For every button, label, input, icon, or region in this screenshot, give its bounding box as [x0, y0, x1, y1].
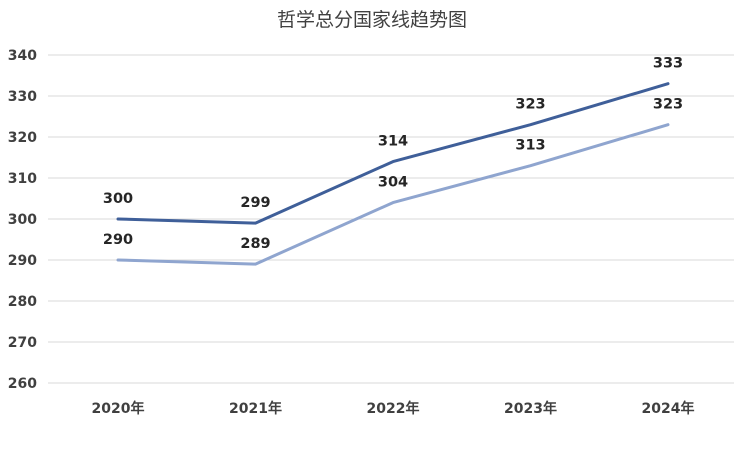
data-label-series-2: 313	[515, 138, 545, 154]
data-labels: 300 299 314 323 333 290 289 304 313 323	[103, 56, 683, 252]
data-label-series-1: 300	[103, 191, 133, 207]
series-line-2	[116, 123, 670, 266]
data-label-series-1: 314	[378, 134, 408, 150]
y-tick-label: 290	[8, 253, 37, 269]
x-tick-label: 2023年	[504, 400, 557, 417]
series-line-1	[116, 82, 670, 225]
y-tick-label: 340	[8, 48, 37, 64]
x-tick-label: 2022年	[367, 400, 420, 417]
y-tick-label: 310	[8, 171, 37, 187]
data-label-series-2: 289	[240, 236, 270, 252]
series-lines	[116, 82, 670, 266]
y-axis: 260 270 280 290 300 310 320 330 340	[8, 48, 37, 392]
y-tick-label: 280	[8, 294, 37, 310]
x-axis: 2020年 2021年 2022年 2023年 2024年	[92, 400, 695, 417]
y-tick-label: 300	[8, 212, 37, 228]
x-tick-label: 2021年	[229, 400, 282, 417]
y-tick-label: 330	[8, 89, 37, 105]
y-tick-label: 320	[8, 130, 37, 146]
data-label-series-1: 299	[240, 195, 270, 211]
data-label-series-2: 323	[653, 97, 683, 113]
data-label-series-2: 304	[378, 175, 408, 191]
chart-title: 哲学总分国家线趋势图	[277, 9, 467, 31]
x-tick-label: 2020年	[92, 400, 145, 417]
y-tick-label: 270	[8, 335, 37, 351]
x-tick-label: 2024年	[642, 400, 695, 417]
data-label-series-1: 333	[653, 56, 683, 72]
data-label-series-1: 323	[515, 97, 545, 113]
data-label-series-2: 290	[103, 232, 133, 248]
y-tick-label: 260	[8, 376, 37, 392]
